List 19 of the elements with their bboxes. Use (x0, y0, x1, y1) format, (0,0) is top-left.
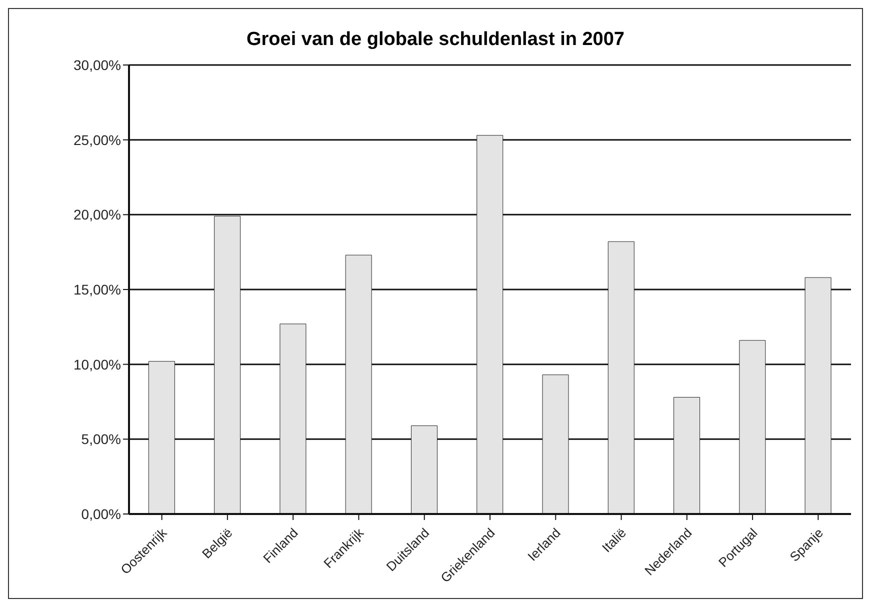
bar (804, 277, 832, 514)
y-tick-label: 0,00% (81, 506, 121, 522)
y-tick-label: 5,00% (81, 431, 121, 448)
bar (608, 241, 634, 514)
bar (280, 324, 306, 514)
bar (674, 397, 700, 514)
chart-title: Groei van de globale schuldenlast in 2007 (246, 29, 624, 50)
y-tick-label: 25,00% (74, 132, 121, 148)
bar (542, 374, 569, 514)
bar (148, 361, 175, 514)
bar (214, 216, 241, 514)
bar (410, 425, 438, 514)
y-tick-label: 15,00% (74, 281, 121, 298)
y-tick-label: 20,00% (74, 206, 121, 223)
bar (345, 254, 372, 514)
bar (739, 340, 766, 514)
y-tick-label: 10,00% (74, 356, 121, 372)
y-tick-label: 30,00% (74, 56, 121, 73)
bar (476, 135, 504, 514)
